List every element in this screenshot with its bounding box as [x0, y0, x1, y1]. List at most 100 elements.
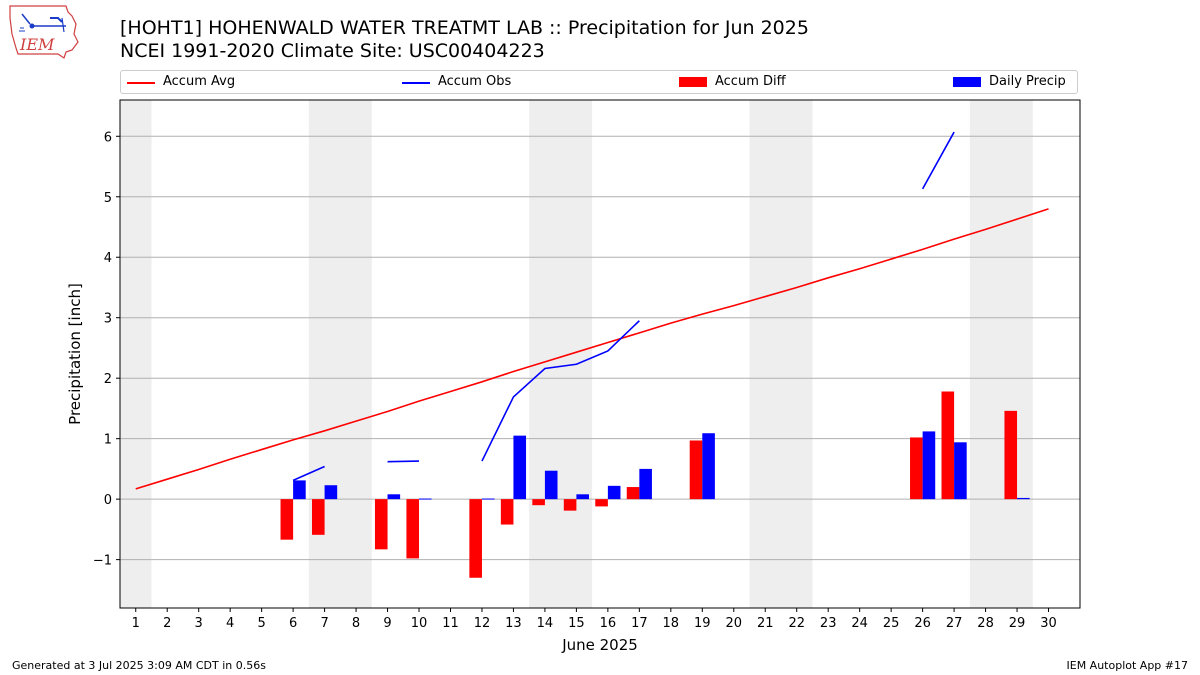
x-tick-label: 12	[474, 616, 491, 631]
x-tick-label: 10	[411, 616, 428, 631]
daily-precip-bar	[1017, 497, 1030, 500]
x-tick-label: 19	[694, 616, 711, 631]
daily-precip-bar	[576, 494, 589, 500]
app-credit: IEM Autoplot App #17	[1066, 659, 1189, 672]
chart-legend: Accum Avg Accum Obs Accum Diff Daily Pre…	[120, 70, 1078, 94]
accum-diff-bar	[626, 487, 640, 500]
x-tick-label: 2	[163, 616, 171, 631]
daily-precip-bar	[293, 480, 306, 500]
accum-obs-line	[481, 320, 640, 462]
x-tick-label: 3	[195, 616, 203, 631]
accum-diff-bar	[1004, 410, 1018, 500]
x-tick-label: 15	[568, 616, 585, 631]
legend-swatch-accum-obs	[402, 82, 430, 84]
x-tick-label: 21	[757, 616, 774, 631]
x-axis-ticks: 1 2 3 4 5 6 7 8 9 10 11 12 13 14 15 16 17 18 19 20 21 22 23 24 2…	[132, 608, 1057, 631]
daily-precip-bar	[607, 485, 621, 500]
accum-obs-line	[292, 465, 325, 482]
y-tick-label: 0	[104, 493, 112, 508]
gridlines	[120, 135, 1080, 561]
weekend-band-4	[969, 100, 1033, 608]
x-tick-label: 20	[725, 616, 742, 631]
daily-precip-bar	[702, 433, 715, 500]
accum-obs-line	[921, 131, 955, 190]
accum-diff-bar	[469, 499, 482, 578]
legend-label-daily-precip: Daily Precip	[989, 74, 1066, 89]
x-tick-label: 23	[820, 616, 837, 631]
y-tick-label: 3	[104, 312, 112, 327]
x-axis-label: June 2025	[561, 636, 638, 654]
legend-label-accum-avg: Accum Avg	[163, 74, 236, 89]
x-tick-label: 28	[977, 616, 994, 631]
x-tick-label: 27	[946, 616, 963, 631]
y-axis-ticks: −1 0 1 2 3 4 5 6	[93, 130, 120, 569]
y-axis-label: Precipitation [inch]	[66, 283, 84, 425]
x-tick-label: 17	[631, 616, 648, 631]
legend-label-accum-obs: Accum Obs	[438, 74, 512, 89]
daily-precip-bar	[544, 470, 558, 500]
weekend-band-2	[529, 100, 593, 608]
x-tick-label: 5	[257, 616, 265, 631]
y-tick-label: 2	[104, 372, 112, 387]
series-lines	[135, 131, 1049, 490]
x-tick-label: 14	[537, 616, 554, 631]
iem-logo: IEM	[6, 4, 82, 60]
daily-precip-bar	[481, 498, 495, 500]
accum-diff-bar	[595, 499, 608, 507]
y-tick-label: −1	[93, 554, 112, 569]
x-tick-label: 13	[505, 616, 522, 631]
x-tick-label: 6	[289, 616, 297, 631]
accum-avg-line	[135, 208, 1049, 490]
accum-obs-line	[387, 460, 420, 463]
legend-swatch-daily-precip	[953, 77, 981, 87]
x-tick-label: 25	[883, 616, 900, 631]
accum-diff-bar	[532, 499, 545, 506]
legend-swatch-accum-diff	[679, 77, 707, 87]
daily-precip-bar	[419, 498, 432, 500]
x-tick-label: 4	[226, 616, 234, 631]
accum-diff-bar	[374, 499, 388, 550]
x-tick-label: 16	[600, 616, 617, 631]
daily-precip-bar	[954, 442, 967, 500]
logo-text: IEM	[19, 35, 55, 54]
x-tick-label: 1	[132, 616, 140, 631]
generated-timestamp: Generated at 3 Jul 2025 3:09 AM CDT in 0…	[12, 659, 266, 672]
accum-diff-bar	[406, 499, 420, 559]
x-tick-label: 30	[1040, 616, 1057, 631]
daily-precip-bar	[922, 431, 936, 500]
legend-swatch-accum-avg	[127, 82, 155, 84]
legend-label-accum-diff: Accum Diff	[715, 74, 786, 89]
x-tick-label: 18	[663, 616, 680, 631]
accum-diff-bar	[500, 499, 514, 525]
accum-diff-bar	[563, 499, 577, 511]
chart-title: [HOHT1] HOHENWALD WATER TREATMT LAB :: P…	[120, 17, 809, 39]
accum-diff-bar	[910, 437, 923, 500]
y-tick-label: 5	[104, 191, 112, 206]
y-tick-label: 1	[104, 433, 112, 448]
x-tick-label: 29	[1009, 616, 1026, 631]
x-tick-label: 22	[788, 616, 805, 631]
weekend-band-0	[120, 100, 152, 608]
daily-precip-bar	[387, 494, 401, 500]
daily-precip-bar	[324, 485, 338, 500]
accum-diff-bar	[312, 499, 325, 535]
x-tick-label: 7	[320, 616, 328, 631]
y-tick-label: 6	[104, 130, 112, 145]
x-tick-label: 11	[442, 616, 459, 631]
x-tick-label: 24	[851, 616, 868, 631]
weekend-bands	[120, 100, 1033, 608]
daily-precip-bar	[639, 468, 652, 500]
plot-frame	[119, 99, 1081, 609]
accum-diff-bar	[280, 499, 294, 540]
weekend-band-3	[749, 100, 813, 608]
y-tick-label: 4	[104, 251, 112, 266]
daily-precip-bar	[513, 435, 527, 500]
bars	[280, 391, 1030, 578]
x-tick-label: 8	[352, 616, 360, 631]
x-tick-label: 26	[914, 616, 931, 631]
accum-diff-bar	[689, 440, 703, 500]
chart-subtitle: NCEI 1991-2020 Climate Site: USC00404223	[120, 40, 545, 62]
accum-diff-bar	[941, 391, 955, 500]
x-tick-label: 9	[383, 616, 391, 631]
